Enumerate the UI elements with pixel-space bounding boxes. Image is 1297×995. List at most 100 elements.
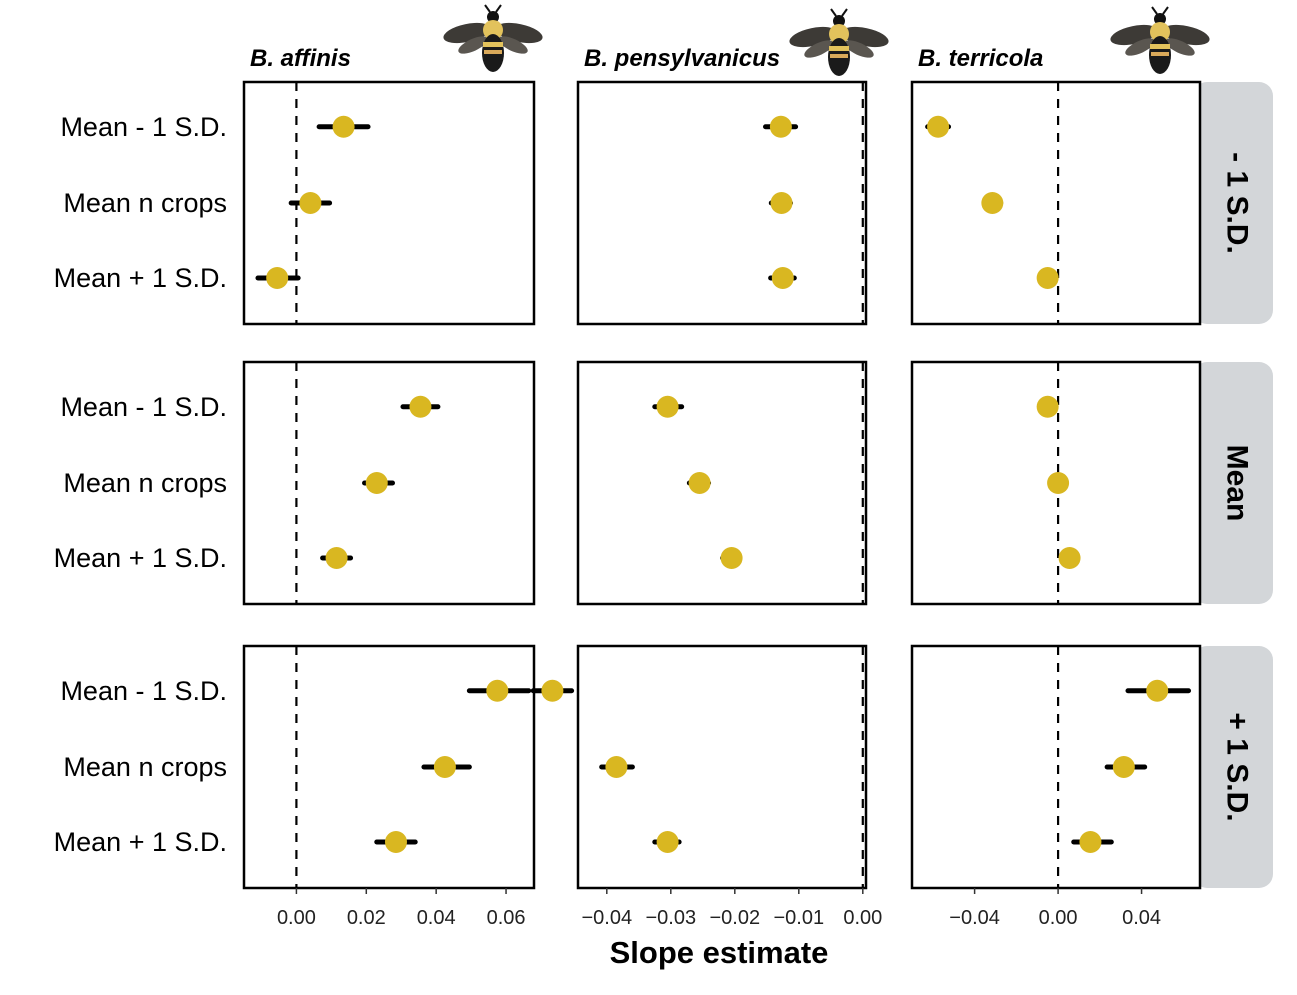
panel-border — [910, 80, 1202, 326]
text-labels: Mean - 1 S.D. Mean n crops Mean + 1 S.D. Me… — [54, 45, 1161, 929]
panel-b-affinis-mean — [242, 360, 536, 606]
bee-thorax — [483, 20, 503, 40]
bee-hindwing-right — [1165, 38, 1195, 56]
point-mean-n-crops — [688, 472, 711, 494]
point-mean-1-s-d — [1036, 267, 1059, 290]
panel-b-pensylvanicus-1-s-d — [530, 644, 868, 890]
row-facet-strips: - 1 S.D. Mean + 1 S.D. — [1193, 82, 1273, 888]
bee-thorax — [1150, 22, 1170, 42]
y-label-mean-n-crops: Mean n crops — [63, 468, 227, 498]
panel-b-terricola-1-s-d — [910, 80, 1202, 326]
point-mean-n-crops — [365, 472, 388, 494]
bee-stripe-2 — [484, 50, 502, 54]
bee-antenna-left — [830, 8, 837, 17]
bee-head — [487, 11, 499, 23]
bee-stripe-2 — [1151, 52, 1169, 56]
point-mean-1-s-d — [1036, 395, 1059, 418]
bee-hindwing-right — [844, 40, 874, 58]
x-tick-label: 0.00 — [277, 907, 316, 929]
point-mean-n-crops — [1047, 472, 1070, 494]
point-mean-1-s-d — [769, 115, 792, 138]
y-label-mean-1-s-d: Mean - 1 S.D. — [60, 676, 227, 706]
y-label-mean-n-crops: Mean n crops — [63, 188, 227, 218]
bee-antenna-right — [1162, 6, 1169, 15]
bee-hindwing-right — [498, 36, 528, 54]
bee-stripe — [483, 42, 503, 47]
strip-label-1-s-d: + 1 S.D. — [1221, 712, 1254, 821]
y-label-mean-1-s-d: Mean - 1 S.D. — [60, 112, 227, 142]
panel-b-affinis-1-s-d — [242, 644, 536, 890]
x-tick-label: −0.02 — [709, 907, 760, 929]
point-mean-1-s-d — [266, 267, 289, 290]
y-label-mean-1-s-d: Mean - 1 S.D. — [60, 392, 227, 422]
point-mean-1-s-d — [656, 831, 679, 854]
x-tick-label: 0.02 — [347, 907, 386, 929]
y-label-mean-1-s-d: Mean + 1 S.D. — [54, 827, 227, 857]
x-tick-label: −0.01 — [773, 907, 824, 929]
x-tick-label: −0.04 — [581, 907, 632, 929]
y-label-mean-1-s-d: Mean + 1 S.D. — [54, 543, 227, 573]
facet-panels — [242, 80, 1202, 890]
bee-antenna-right — [495, 4, 502, 13]
x-axis-label: Slope estimate — [610, 935, 829, 970]
strip-label-mean: Mean — [1221, 445, 1254, 522]
panel-b-terricola-mean — [910, 360, 1202, 606]
point-mean-1-s-d — [771, 267, 794, 290]
point-mean-1-s-d — [720, 547, 743, 570]
point-mean-1-s-d — [927, 115, 950, 138]
point-mean-1-s-d — [409, 395, 432, 418]
bee-hindwing-left — [458, 36, 488, 54]
species-icons — [443, 4, 1210, 76]
panel-b-pensylvanicus-1-s-d — [576, 80, 868, 326]
panel-b-pensylvanicus-mean — [576, 360, 868, 606]
point-mean-1-s-d — [1146, 679, 1169, 702]
x-tick-label: 0.00 — [1039, 907, 1078, 929]
bumblebee-pensylvanicus-icon — [789, 8, 889, 76]
bee-hindwing-left — [1125, 38, 1155, 56]
point-mean-1-s-d — [656, 395, 679, 418]
point-mean-n-crops — [299, 192, 322, 214]
strip-bg-mean — [1193, 362, 1273, 604]
point-mean-n-crops — [770, 192, 793, 214]
point-mean-1-s-d — [1058, 547, 1081, 570]
x-tick-label: 0.04 — [1122, 907, 1161, 929]
bumblebee-affinis-icon — [443, 4, 543, 72]
y-label-mean-n-crops: Mean n crops — [63, 752, 227, 782]
bee-antenna-right — [841, 8, 848, 17]
bee-antenna-left — [484, 4, 491, 13]
species-title-b-affinis: B. affinis — [250, 45, 351, 72]
bee-head — [833, 15, 845, 27]
x-tick-label: 0.06 — [487, 907, 526, 929]
point-mean-1-s-d — [541, 679, 564, 702]
point-mean-n-crops — [981, 192, 1004, 214]
panel-b-affinis-1-s-d — [242, 80, 536, 326]
bee-head — [1154, 13, 1166, 25]
point-mean-1-s-d — [332, 115, 355, 138]
x-tick-label: −0.04 — [949, 907, 1000, 929]
x-tick-label: 0.00 — [843, 907, 882, 929]
strip-bg-1-s-d — [1193, 646, 1273, 888]
point-mean-1-s-d — [486, 679, 509, 702]
panel-border — [242, 80, 536, 326]
bee-antenna-left — [1151, 6, 1158, 15]
point-mean-1-s-d — [1079, 831, 1102, 854]
point-mean-n-crops — [433, 756, 456, 778]
point-mean-1-s-d — [325, 547, 348, 570]
bumblebee-terricola-icon — [1110, 6, 1210, 74]
point-mean-1-s-d — [384, 831, 407, 854]
bee-thorax — [829, 24, 849, 44]
x-tick-label: 0.04 — [417, 907, 456, 929]
bee-stripe-2 — [830, 54, 848, 58]
panel-b-terricola-1-s-d — [910, 644, 1202, 890]
strip-label-1-s-d: - 1 S.D. — [1221, 152, 1254, 254]
strip-bg-1-s-d — [1193, 82, 1273, 324]
point-mean-n-crops — [1112, 756, 1135, 778]
species-title-b-terricola: B. terricola — [918, 45, 1043, 72]
y-label-mean-1-s-d: Mean + 1 S.D. — [54, 263, 227, 293]
x-tick-label: −0.03 — [645, 907, 696, 929]
bee-stripe — [1150, 44, 1170, 49]
panel-border — [576, 360, 868, 606]
bee-stripe — [829, 46, 849, 51]
species-title-b-pensylvanicus: B. pensylvanicus — [584, 45, 780, 72]
